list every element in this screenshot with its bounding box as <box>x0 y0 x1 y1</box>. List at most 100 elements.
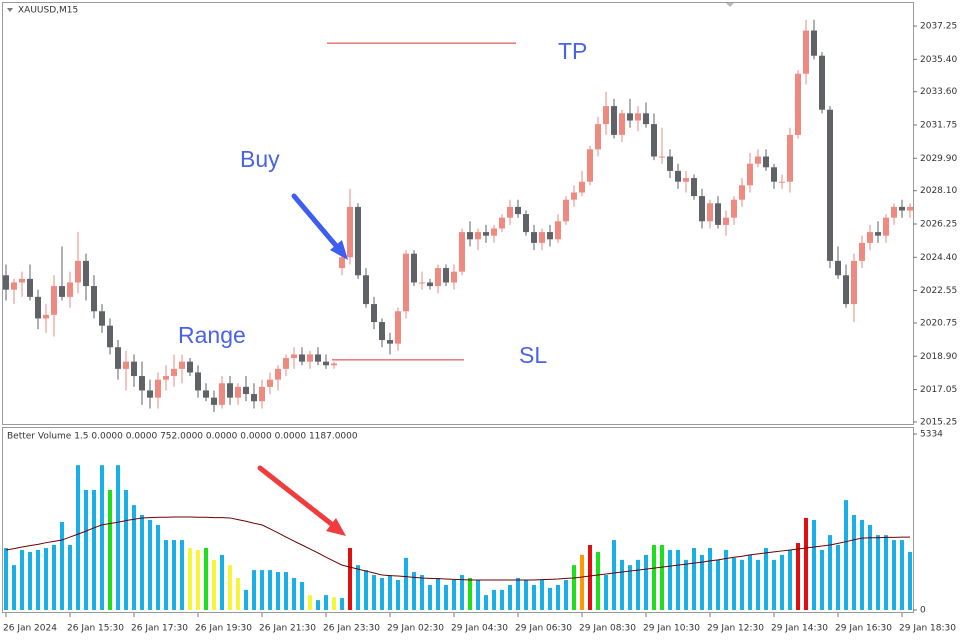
candle-body <box>35 296 41 319</box>
y-tick-label: 2035.40 <box>920 55 957 65</box>
candle-body <box>99 311 105 326</box>
annotation: Buy <box>240 146 280 172</box>
candle-body <box>363 275 369 305</box>
candle-body <box>195 372 201 391</box>
candle-body <box>387 340 393 344</box>
candle-body <box>555 221 561 240</box>
candle-body <box>507 206 513 218</box>
volume-bar <box>76 465 80 610</box>
candle-body <box>667 156 673 171</box>
candle-body <box>3 275 9 290</box>
volume-bar <box>772 559 776 610</box>
annotation: TP <box>558 38 587 64</box>
candle-body <box>43 314 49 319</box>
candle-body <box>843 275 849 305</box>
candle-body <box>315 354 321 362</box>
x-tick-label: 26 Jan 21:30 <box>259 624 316 634</box>
volume-bar <box>12 565 16 610</box>
symbol-title: XAUUSD,M15 <box>18 6 78 16</box>
candle-body <box>107 325 113 348</box>
volume-bar <box>540 579 544 610</box>
volume-bar <box>500 589 504 610</box>
x-tick-label: 29 Jan 08:30 <box>579 624 636 634</box>
volume-bar <box>900 540 904 610</box>
candle-body <box>795 73 801 135</box>
arrows <box>257 193 348 536</box>
candle-body <box>283 358 289 369</box>
y-tick-label: 2028.10 <box>920 186 957 196</box>
candle-body <box>355 206 361 276</box>
y-tick-label: 2015.25 <box>920 417 957 427</box>
y-tick-label: 2020.75 <box>920 318 957 328</box>
candle-body <box>627 113 633 121</box>
volume-bar <box>452 579 456 610</box>
volume-bar <box>780 554 784 610</box>
volume-bar <box>628 565 632 610</box>
candle-body <box>723 217 729 225</box>
candle-body <box>675 170 681 182</box>
volume-bar <box>908 551 912 610</box>
candle-body <box>131 361 137 377</box>
volume-bar <box>508 584 512 610</box>
candle-body <box>51 286 57 315</box>
volume-bar <box>492 589 496 610</box>
candle-body <box>883 217 889 236</box>
candle-body <box>739 185 745 200</box>
candle-body <box>427 282 433 287</box>
x-tick-label: 29 Jan 10:30 <box>643 624 700 634</box>
volume-bar <box>524 579 528 610</box>
x-tick-label: 29 Jan 12:30 <box>707 624 764 634</box>
volume-bar <box>612 540 616 610</box>
volume-bar <box>812 519 816 610</box>
candle-body <box>587 149 593 182</box>
candle-body <box>907 206 913 211</box>
x-tick-label: 29 Jan 04:30 <box>451 624 508 634</box>
candle-body <box>267 379 273 387</box>
candle-body <box>491 228 497 236</box>
annotation: SL <box>519 342 547 368</box>
y-tick-label: 2018.90 <box>920 352 957 362</box>
candle-body <box>83 260 89 287</box>
volume-bar <box>604 575 608 610</box>
candle-body <box>451 271 457 283</box>
volume-panel <box>2 427 914 613</box>
candle-body <box>75 260 81 283</box>
volume-bar <box>140 514 144 610</box>
volume-bar <box>100 465 104 610</box>
candle-body <box>595 124 601 150</box>
volume-bar <box>228 565 232 610</box>
candle-body <box>235 386 241 398</box>
shift-marker <box>726 3 734 7</box>
candle-body <box>179 361 185 369</box>
volume-bar <box>276 572 280 610</box>
volume-bar <box>868 524 872 610</box>
volume-bar <box>556 584 560 610</box>
volume-average <box>5 516 910 581</box>
volume-bar <box>180 540 184 610</box>
panel-menu-icon[interactable] <box>7 8 13 12</box>
volume-bar <box>188 547 192 610</box>
candle-body <box>707 203 713 222</box>
volume-bar <box>532 584 536 610</box>
candle-body <box>811 30 817 56</box>
candle-body <box>395 311 401 344</box>
price-panel <box>2 2 914 425</box>
candle-body <box>59 286 65 297</box>
volume-bar <box>588 544 592 610</box>
x-tick-label: 26 Jan 2024 <box>3 624 57 634</box>
candle-body <box>859 242 865 261</box>
volume-bar <box>716 559 720 610</box>
candle-body <box>139 376 145 391</box>
volume-bar <box>148 519 152 610</box>
candle-body <box>403 253 409 312</box>
volume-bar <box>484 595 488 610</box>
x-tick-label: 26 Jan 19:30 <box>195 624 252 634</box>
candle-body <box>227 383 233 398</box>
candle-body <box>699 196 705 222</box>
candle-body <box>731 199 737 218</box>
volume-bar <box>372 575 376 610</box>
volume-bar <box>348 547 352 610</box>
candle-body <box>819 55 825 110</box>
candle-body <box>91 286 97 312</box>
x-tick-label: 29 Jan 16:30 <box>835 624 892 634</box>
